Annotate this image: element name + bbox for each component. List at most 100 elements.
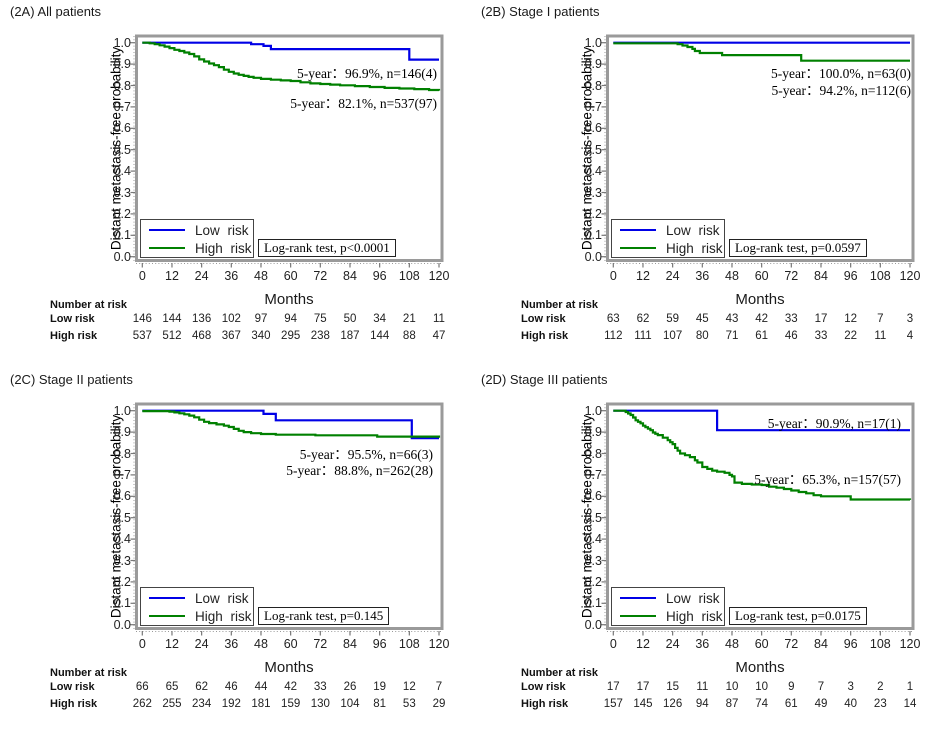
high-risk-line-swatch [620, 614, 656, 618]
x-tick-label: 36 [695, 269, 710, 283]
risk-table-header: Number at risk [521, 667, 599, 679]
x-tick-label: 12 [165, 637, 179, 651]
y-tick-label: 0.2 [584, 574, 602, 589]
risk-count: 181 [251, 698, 271, 710]
panel-2d-stage-iii-patients: (2D) Stage III patients Distant metastas… [471, 368, 942, 736]
x-tick-label: 12 [636, 269, 650, 283]
y-tick-label: 1.0 [584, 403, 602, 418]
x-tick-label: 48 [254, 637, 268, 651]
five-year-annotation-low: 5-year：96.9%, n=146(4) [297, 66, 437, 81]
five-year-annotation-high: 5-year：94.2%, n=112(6) [771, 83, 911, 98]
risk-table-header: Number at risk [521, 299, 599, 311]
x-tick-label: 120 [428, 269, 450, 283]
risk-count: 87 [725, 698, 739, 710]
risk-count: 145 [633, 698, 653, 710]
y-tick-label: 0.4 [584, 532, 602, 547]
risk-count: 33 [784, 313, 798, 325]
x-tick-label: 48 [254, 269, 268, 283]
x-tick-label: 12 [165, 269, 179, 283]
risk-count: 63 [606, 313, 620, 325]
risk-count: 33 [313, 681, 327, 693]
risk-row-label-high: High risk [50, 330, 98, 342]
legend-row-low: Low risk [141, 590, 253, 606]
risk-count: 71 [725, 330, 739, 342]
x-tick-label: 72 [313, 637, 328, 651]
risk-count: 61 [755, 330, 769, 342]
y-tick-label: 0.2 [113, 206, 131, 221]
risk-count: 42 [284, 681, 298, 693]
x-tick-label: 108 [869, 269, 891, 283]
risk-count: 46 [784, 330, 798, 342]
x-tick-label: 84 [814, 269, 828, 283]
risk-count: 111 [634, 330, 652, 342]
risk-count: 340 [251, 330, 271, 342]
y-tick-label: 0.3 [113, 553, 131, 568]
legend-label-high: High risk [195, 240, 252, 256]
legend-label-high: High risk [195, 608, 252, 624]
risk-count: 23 [873, 698, 887, 710]
x-tick-label: 108 [869, 637, 891, 651]
x-tick-label: 0 [609, 637, 617, 651]
risk-count: 104 [340, 698, 360, 710]
y-tick-label: 0.0 [113, 617, 131, 632]
y-tick-label: 0.3 [584, 553, 602, 568]
risk-count: 11 [696, 681, 709, 693]
five-year-annotation-high: 5-year：82.1%, n=537(97) [290, 96, 437, 111]
risk-count: 3 [847, 681, 854, 693]
risk-count: 21 [402, 313, 416, 325]
risk-count: 3 [906, 313, 914, 325]
risk-count: 107 [663, 330, 683, 342]
risk-count: 10 [725, 681, 739, 693]
legend-row-low: Low risk [141, 222, 253, 238]
y-tick-label: 0.6 [584, 121, 602, 136]
km-plot [601, 402, 915, 636]
risk-count: 262 [132, 698, 152, 710]
x-tick-label: 24 [665, 637, 680, 651]
x-tick-label: 120 [428, 637, 450, 651]
y-tick-label: 0.9 [584, 425, 602, 440]
legend: Low risk High risk [140, 219, 254, 258]
risk-count: 144 [370, 330, 390, 342]
risk-count: 4 [906, 330, 914, 342]
x-tick-label: 108 [398, 637, 420, 651]
five-year-annotation-low: 5-year：90.9%, n=17(1) [767, 416, 901, 431]
x-tick-label: 60 [754, 269, 769, 283]
risk-row-label-low: Low risk [50, 681, 95, 693]
legend-label-high: High risk [666, 240, 723, 256]
risk-count: 75 [313, 313, 327, 325]
y-tick-label: 0.4 [584, 164, 602, 179]
risk-row-label-low: Low risk [521, 313, 566, 325]
risk-count: 7 [877, 313, 884, 325]
risk-count: 43 [725, 313, 739, 325]
legend: Low risk High risk [140, 587, 254, 626]
y-tick-label: 0.3 [584, 185, 602, 200]
x-tick-label: 84 [343, 269, 357, 283]
risk-count: 2 [877, 681, 884, 693]
risk-count: 74 [755, 698, 769, 710]
high-risk-line-swatch [620, 246, 656, 250]
x-tick-label: 120 [899, 269, 921, 283]
x-tick-label: 96 [843, 637, 858, 651]
high-risk-line-swatch [149, 246, 185, 250]
x-tick-label: 0 [138, 637, 146, 651]
legend-row-high: High risk [141, 608, 253, 624]
x-tick-label: 48 [725, 269, 739, 283]
y-tick-label: 0.7 [584, 467, 602, 482]
y-tick-label: 0.5 [113, 142, 131, 157]
risk-count: 80 [695, 330, 709, 342]
risk-count: 88 [402, 330, 416, 342]
km-plot [601, 34, 915, 268]
risk-count: 42 [755, 313, 769, 325]
y-tick-label: 0.1 [113, 596, 131, 611]
panel-title: (2D) Stage III patients [481, 372, 608, 387]
legend-row-high: High risk [612, 240, 724, 256]
x-tick-label: 12 [636, 637, 650, 651]
risk-count: 44 [254, 681, 268, 693]
risk-row-label-low: Low risk [521, 681, 566, 693]
risk-count: 238 [310, 330, 330, 342]
risk-row-label-high: High risk [50, 698, 98, 710]
risk-count: 136 [192, 313, 212, 325]
x-tick-label: 36 [695, 637, 710, 651]
x-tick-label: 0 [138, 269, 146, 283]
